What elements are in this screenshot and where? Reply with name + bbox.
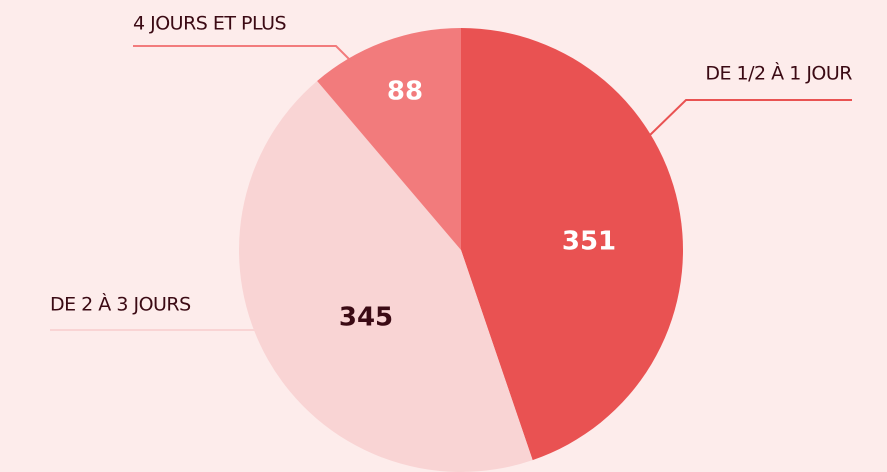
category-label: 4 JOURS ET PLUS — [133, 13, 286, 35]
pie-slice — [461, 28, 683, 461]
pie-slice — [317, 28, 461, 250]
category-label: DE 2 À 3 JOURS — [50, 293, 191, 316]
leader-line — [50, 291, 293, 331]
category-label: DE 1/2 À 1 JOUR — [705, 62, 852, 85]
value-label: 345 — [339, 303, 393, 333]
pie-slice — [239, 80, 533, 472]
leader-line — [133, 45, 353, 63]
value-label: 88 — [387, 77, 423, 107]
value-label: 351 — [562, 227, 616, 257]
leader-line — [649, 99, 852, 136]
